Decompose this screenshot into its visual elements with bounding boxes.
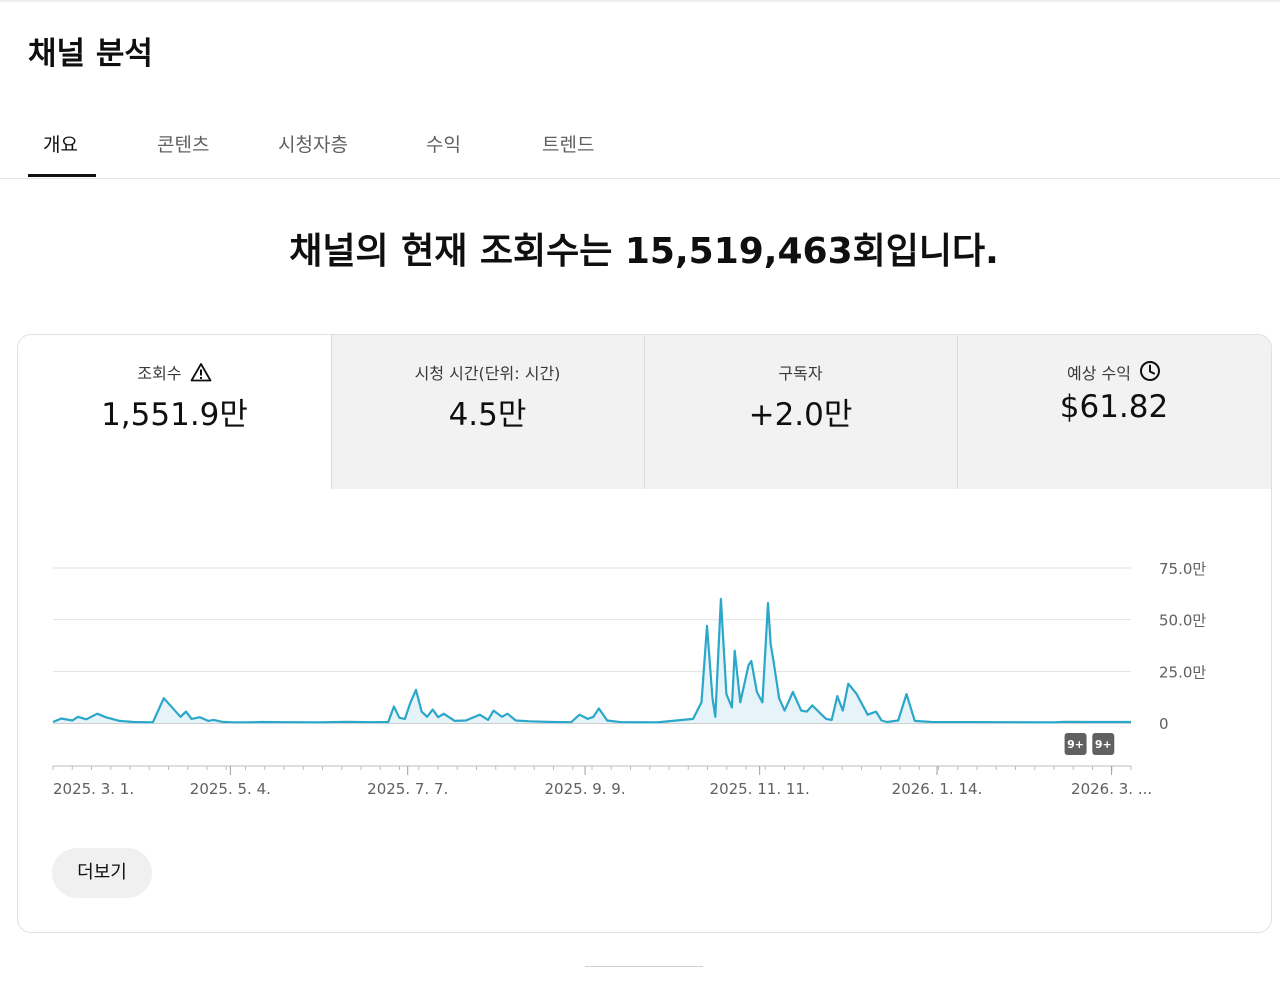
x-tick-label: 2025. 11. 11.: [710, 780, 810, 798]
annotation-badge: [1092, 733, 1115, 755]
metric-subscribers-value: +2.0만: [748, 397, 853, 433]
clock-icon[interactable]: [1139, 360, 1161, 386]
bottom-divider: [585, 966, 703, 967]
metric-revenue-label-row: 예상 수익: [957, 360, 1271, 386]
y-tick-label: 25.0만: [1159, 663, 1206, 681]
metric-revenue-value: $61.82: [1059, 389, 1169, 425]
x-tick-label: 2025. 7. 7.: [367, 780, 448, 798]
x-tick-label: 2025. 3. 1.: [53, 780, 134, 798]
analytics-card: 조회수 1,551.9만 시청 시간(단위: 시간) 4.5만 구독자 +2.0…: [17, 334, 1272, 933]
page-title: 채널 분석: [28, 36, 153, 72]
y-tick-label: 75.0만: [1159, 560, 1206, 578]
y-tick-label: 0: [1159, 715, 1169, 733]
warning-icon[interactable]: [190, 362, 212, 386]
metric-revenue[interactable]: 예상 수익 $61.82: [957, 335, 1271, 489]
annotation-badge-label: 9+: [1095, 738, 1112, 751]
tab-overview[interactable]: 개요: [43, 134, 78, 156]
channel-views-headline: 채널의 현재 조회수는 15,519,463회입니다.: [289, 231, 999, 272]
metric-divider: [957, 335, 958, 489]
x-tick-label: 2026. 1. 14.: [892, 780, 983, 798]
metric-views-label-row: 조회수: [18, 360, 331, 386]
metric-views-label: 조회수: [137, 364, 182, 383]
x-tick-label: 2026. 3. ...: [1071, 780, 1152, 798]
series-line: [52, 597, 1131, 724]
active-tab-indicator: [28, 174, 96, 177]
annotation-badge-label: 9+: [1067, 738, 1084, 751]
more-button[interactable]: 더보기: [52, 848, 152, 898]
annotation-badge: [1064, 733, 1087, 755]
tab-bar: 개요 콘텐츠 시청자층 수익 트렌드: [0, 112, 1280, 179]
tab-audience[interactable]: 시청자층: [278, 134, 348, 156]
series-area: [53, 599, 1131, 723]
tab-content[interactable]: 콘텐츠: [157, 134, 210, 156]
metric-watch-time-value: 4.5만: [448, 397, 527, 433]
tab-revenue[interactable]: 수익: [426, 134, 461, 156]
metric-revenue-label: 예상 수익: [1067, 364, 1131, 383]
metric-watch-time[interactable]: 시청 시간(단위: 시간) 4.5만: [331, 335, 644, 489]
metric-views-value: 1,551.9만: [101, 397, 248, 433]
metric-subscribers[interactable]: 구독자 +2.0만: [644, 335, 957, 489]
tab-trends[interactable]: 트렌드: [542, 134, 595, 156]
metric-views[interactable]: 조회수 1,551.9만: [18, 335, 331, 489]
x-tick-label: 2025. 5. 4.: [190, 780, 271, 798]
metric-divider: [331, 335, 332, 489]
views-line-chart: 75.0만 50.0만 25.0만 0 2025. 3. 1. 2025. 5. 4. 20…: [52, 560, 1206, 798]
top-shadow: [0, 0, 1280, 3]
metric-divider: [644, 335, 645, 489]
metric-watch-time-label: 시청 시간(단위: 시간): [414, 364, 561, 383]
x-tick-label: 2025. 9. 9.: [545, 780, 626, 798]
y-tick-label: 50.0만: [1159, 612, 1206, 630]
metric-subscribers-label: 구독자: [778, 364, 823, 383]
